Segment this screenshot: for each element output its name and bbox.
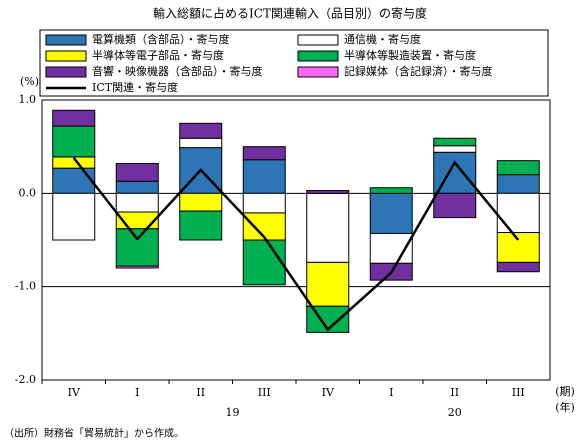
bar-segment <box>242 146 286 161</box>
legend-swatch <box>297 50 339 62</box>
bar-segment <box>52 167 96 194</box>
bar-segment <box>115 180 159 194</box>
bar-segment <box>306 261 350 307</box>
legend-box <box>39 29 549 97</box>
year-unit: (年) <box>555 400 575 414</box>
legend-label: 通信機・寄与度 <box>344 32 421 46</box>
legend-label: 音響・映像機器（含部品）・寄与度 <box>92 64 263 78</box>
bar-segment <box>369 192 413 234</box>
bar-segment <box>242 239 286 286</box>
x-tick-label: I <box>389 386 393 399</box>
bar-segment <box>306 192 350 263</box>
bar-segment <box>496 174 540 194</box>
legend-label: 半導体等製造装置・寄与度 <box>344 48 476 62</box>
x-tick-label: II <box>450 386 459 399</box>
bar-segment <box>496 261 540 273</box>
bar-segment <box>52 192 96 241</box>
legend-label: ICT関連・寄与度 <box>92 80 178 94</box>
legend-swatch <box>45 50 87 62</box>
x-tick-label: IV <box>322 386 335 399</box>
legend-label: 電算機類（含部品）・寄与度 <box>92 32 230 46</box>
bar-segment <box>433 137 477 147</box>
y-tick-label: -2.0 <box>15 373 36 386</box>
bar-segment <box>115 162 159 182</box>
source-note: （出所）財務省「貿易統計」から作成。 <box>4 427 184 440</box>
x-tick-label: I <box>135 386 139 399</box>
x-tick-label: III <box>512 386 525 399</box>
x-tick-label: II <box>196 386 205 399</box>
bar-segment <box>306 190 350 194</box>
x-tick-label: III <box>258 386 271 399</box>
bar-segment <box>242 192 286 214</box>
bar-segment <box>115 228 159 267</box>
bar-segment <box>496 192 540 234</box>
bar-segment <box>369 187 413 194</box>
bar-segment <box>179 137 223 149</box>
chart-title: 輸入総額に占めるICT関連輸入（品目別）の寄与度 <box>153 6 427 21</box>
y-unit: (%) <box>20 75 39 88</box>
x-unit: (期) <box>555 385 575 398</box>
legend-swatch <box>297 34 339 46</box>
x-tick-label: IV <box>68 386 81 399</box>
legend-label: 半導体等電子部品・寄与度 <box>92 48 224 62</box>
y-tick-label: 0.0 <box>19 186 37 199</box>
bar-segment <box>115 265 159 269</box>
bar-segment <box>52 109 96 127</box>
line-series <box>72 157 520 332</box>
bar-segment <box>496 232 540 263</box>
bar-segment <box>179 192 223 212</box>
year-label: 19 <box>226 406 240 419</box>
bar-segment <box>433 192 477 219</box>
legend-label: 記録媒体（含記録済）・寄与度 <box>344 64 493 78</box>
y-tick-label: 1.0 <box>19 93 37 106</box>
bar-segment <box>242 159 286 194</box>
y-tick-label: -1.0 <box>15 280 36 293</box>
legend-swatch <box>297 66 339 78</box>
bar-segment <box>179 122 223 139</box>
year-label: 20 <box>448 406 462 419</box>
legend-swatch <box>45 66 87 78</box>
bar-segment <box>179 210 223 241</box>
bar-segment <box>52 125 96 158</box>
bar-segment <box>115 192 159 213</box>
legend-swatch <box>45 34 87 46</box>
bar-segment <box>433 145 477 153</box>
bar-segment <box>496 160 540 176</box>
